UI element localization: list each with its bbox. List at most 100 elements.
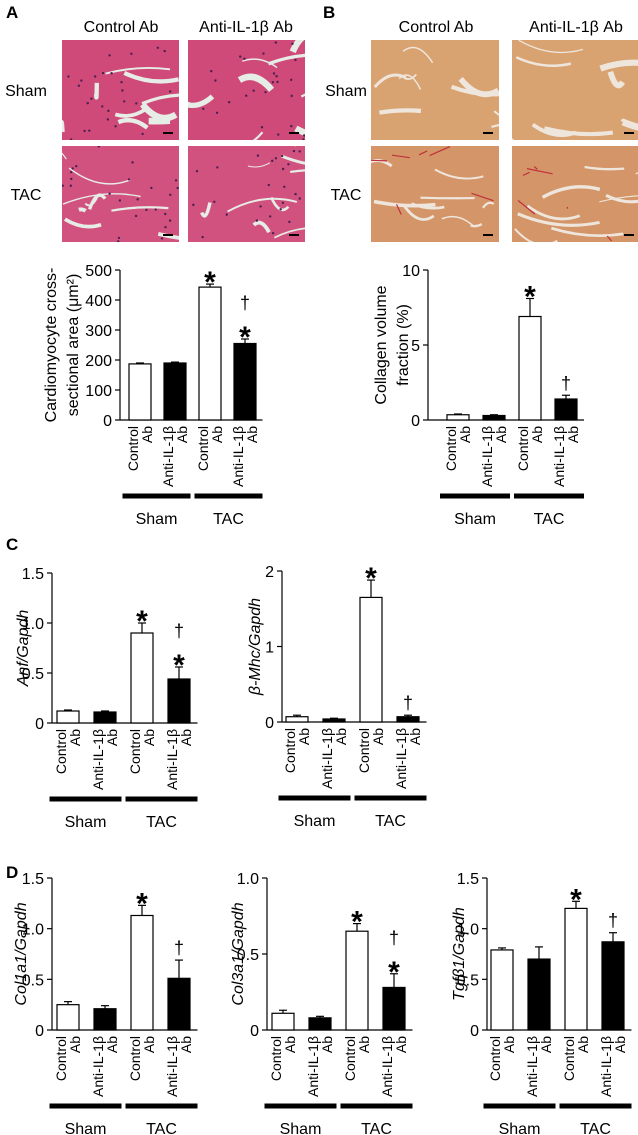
bar bbox=[359, 596, 383, 723]
tissue-gap bbox=[541, 185, 601, 199]
tissue-gap bbox=[526, 204, 581, 221]
micrograph-base bbox=[62, 40, 179, 140]
nucleus bbox=[298, 150, 301, 153]
fibrosis bbox=[471, 192, 494, 202]
y-tick-label: 1.5 bbox=[457, 871, 479, 888]
nucleus bbox=[290, 94, 293, 98]
tissue-gap bbox=[402, 46, 434, 64]
tissue-gap bbox=[94, 82, 99, 100]
nucleus bbox=[201, 235, 204, 239]
y-tick-label: 200 bbox=[85, 353, 112, 370]
significance-star: * bbox=[570, 883, 582, 916]
tissue-gap bbox=[434, 168, 484, 180]
nucleus bbox=[101, 71, 105, 75]
row-header: TAC bbox=[11, 187, 42, 204]
significance-dagger: † bbox=[403, 693, 413, 713]
tissue-gap bbox=[117, 118, 149, 130]
x-tick-label: Control Ab bbox=[268, 1036, 298, 1082]
nucleus bbox=[255, 219, 259, 222]
significance-star: * bbox=[239, 321, 251, 354]
nucleus bbox=[225, 213, 228, 216]
bar bbox=[322, 718, 346, 723]
micrograph bbox=[512, 146, 638, 242]
y-tick-label: 1 bbox=[265, 640, 274, 657]
nucleus bbox=[262, 52, 265, 55]
y-axis-label: fraction (%) bbox=[395, 304, 412, 386]
y-axis-label: Cardiomyocyte cross- bbox=[43, 268, 60, 423]
tissue-gap bbox=[188, 101, 191, 108]
y-axis-label: Collagen volume bbox=[373, 285, 390, 404]
nucleus bbox=[281, 167, 285, 171]
tissue-gap bbox=[273, 227, 305, 239]
nucleus bbox=[169, 193, 172, 197]
nucleus bbox=[160, 237, 164, 240]
tissue-gap bbox=[62, 193, 141, 205]
x-tick-label: Control Ab bbox=[342, 1036, 372, 1082]
group-label: TAC bbox=[375, 813, 406, 830]
row-header: TAC bbox=[331, 187, 362, 204]
nucleus bbox=[302, 138, 305, 140]
tissue-gap bbox=[114, 108, 146, 118]
x-tick-label: Anti-IL-1β Ab bbox=[160, 426, 190, 487]
tissue-gap bbox=[607, 70, 626, 89]
bar bbox=[130, 914, 154, 1031]
panel-label: B bbox=[323, 3, 335, 22]
x-tick-label: Anti-IL-1β Ab bbox=[305, 1036, 335, 1097]
nucleus bbox=[302, 134, 305, 137]
nucleus bbox=[239, 55, 242, 58]
tissue-gap bbox=[379, 108, 422, 115]
nucleus bbox=[108, 192, 111, 195]
nucleus bbox=[136, 198, 139, 201]
bar bbox=[56, 1004, 80, 1031]
x-tick-label: Control Ab bbox=[125, 426, 155, 472]
tissue-gap bbox=[621, 118, 638, 131]
fibrosis bbox=[522, 171, 531, 176]
bar bbox=[93, 711, 117, 724]
tissue-gap bbox=[514, 228, 558, 242]
nucleus bbox=[215, 111, 219, 114]
fibrosis bbox=[517, 200, 536, 215]
micrograph bbox=[62, 40, 179, 140]
tissue-gap bbox=[599, 59, 638, 72]
tissue-gap bbox=[294, 125, 305, 137]
nucleus bbox=[69, 184, 73, 187]
nucleus bbox=[259, 205, 262, 208]
nucleus bbox=[192, 203, 195, 207]
nucleus bbox=[130, 52, 133, 55]
y-tick-label: 0.5 bbox=[237, 947, 259, 964]
x-tick-label: Anti-IL-1β Ab bbox=[479, 426, 509, 487]
bar bbox=[554, 398, 578, 421]
y-tick-label: 0 bbox=[35, 1023, 44, 1040]
bar bbox=[564, 907, 588, 1031]
nucleus bbox=[97, 146, 100, 148]
nucleus bbox=[214, 79, 217, 82]
fibrosis bbox=[396, 204, 402, 215]
nucleus bbox=[93, 75, 97, 78]
nucleus bbox=[120, 80, 123, 84]
panel-label: A bbox=[6, 3, 18, 22]
group-label: Sham bbox=[294, 813, 336, 830]
group-label: Sham bbox=[65, 1121, 107, 1135]
micrograph bbox=[62, 146, 179, 242]
y-tick-label: 0.5 bbox=[22, 666, 44, 683]
nucleus bbox=[90, 97, 93, 100]
nucleus bbox=[121, 89, 124, 92]
nucleus bbox=[168, 219, 172, 222]
nucleus bbox=[69, 170, 73, 174]
y-tick-label: 0 bbox=[470, 1023, 479, 1040]
group-label: Sham bbox=[136, 511, 178, 528]
bar bbox=[446, 414, 470, 421]
y-tick-label: 500 bbox=[85, 263, 112, 280]
nucleus bbox=[280, 154, 284, 158]
group-label: TAC bbox=[146, 814, 177, 831]
y-tick-label: 0.5 bbox=[22, 972, 44, 989]
x-tick-label: Anti-IL-1β Ab bbox=[524, 1036, 554, 1097]
tissue-gap bbox=[470, 223, 483, 228]
significance-dagger: † bbox=[389, 928, 399, 948]
tissue-gap bbox=[289, 40, 305, 54]
significance-star: * bbox=[351, 906, 363, 939]
y-axis-label: Col1a1/Gapdh bbox=[13, 902, 30, 1005]
tissue-gap bbox=[543, 126, 614, 137]
nucleus bbox=[279, 208, 282, 211]
